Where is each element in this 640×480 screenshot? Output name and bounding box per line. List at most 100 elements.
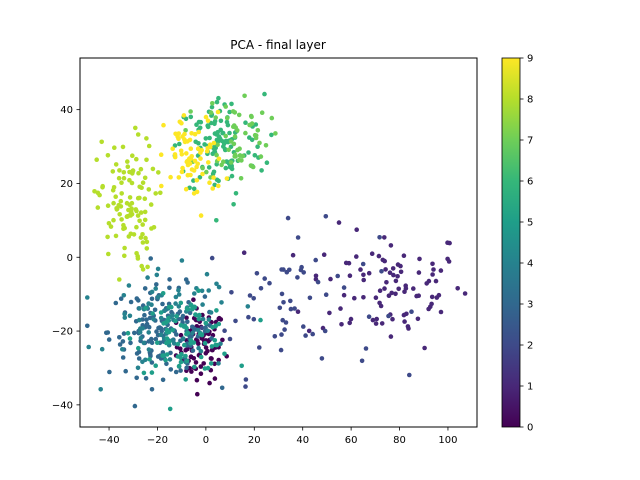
scatter-point-class-9 <box>187 161 193 166</box>
scatter-point-class-3 <box>144 317 149 323</box>
scatter-point-class-5 <box>125 330 131 336</box>
scatter-point-class-1 <box>378 303 384 309</box>
scatter-point-class-4 <box>200 302 205 307</box>
scatter-point-class-8 <box>111 200 116 206</box>
scatter-point-class-9 <box>211 175 216 180</box>
scatter-point-class-6 <box>216 95 221 101</box>
scatter-point-class-6 <box>207 135 212 141</box>
scatter-point-class-1 <box>429 301 434 307</box>
scatter-point-class-7 <box>213 115 218 120</box>
scatter-point-class-3 <box>134 351 140 356</box>
scatter-point-class-4 <box>205 328 211 334</box>
scatter-point-class-3 <box>147 315 153 321</box>
scatter-point-class-8 <box>144 157 149 163</box>
scatter-point-class-5 <box>188 338 194 343</box>
scatter-point-class-5 <box>198 354 204 360</box>
scatter-point-class-2 <box>298 267 304 273</box>
scatter-point-class-1 <box>416 270 422 275</box>
scatter-point-class-0 <box>191 297 196 303</box>
scatter-point-class-7 <box>231 123 237 128</box>
scatter-point-class-9 <box>216 156 222 162</box>
scatter-point-class-9 <box>191 191 197 196</box>
scatter-point-class-2 <box>386 313 391 319</box>
scatter-point-class-0 <box>203 345 209 350</box>
scatter-point-class-8 <box>113 194 118 199</box>
scatter-point-class-6 <box>243 120 248 125</box>
scatter-point-class-8 <box>108 224 114 229</box>
scatter-point-class-6 <box>209 104 215 110</box>
scatter-point-class-4 <box>155 266 161 272</box>
scatter-point-class-4 <box>216 361 221 366</box>
scatter-point-class-2 <box>258 286 264 291</box>
scatter-point-class-4 <box>206 317 212 322</box>
scatter-point-class-8 <box>121 170 127 175</box>
scatter-point-class-5 <box>173 318 178 324</box>
scatter-point-class-4 <box>173 301 178 306</box>
scatter-point-class-9 <box>168 174 173 180</box>
scatter-point-class-4 <box>120 347 125 352</box>
scatter-point-class-1 <box>341 292 347 298</box>
scatter-point-class-8 <box>142 175 148 181</box>
scatter-point-class-4 <box>151 317 156 322</box>
scatter-point-class-5 <box>150 311 155 316</box>
scatter-point-class-1 <box>395 274 400 279</box>
scatter-point-class-2 <box>199 325 205 331</box>
scatter-point-class-6 <box>197 175 203 180</box>
scatter-point-class-6 <box>214 218 219 223</box>
scatter-point-class-8 <box>116 175 122 181</box>
scatter-point-class-9 <box>158 152 164 157</box>
scatter-point-class-0 <box>198 364 204 369</box>
scatter-point-class-5 <box>161 321 166 326</box>
scatter-point-class-6 <box>191 186 197 192</box>
scatter-point-class-4 <box>98 387 103 392</box>
scatter-point-class-3 <box>128 340 133 346</box>
scatter-point-class-2 <box>322 328 328 334</box>
scatter-point-class-8 <box>126 234 132 239</box>
scatter-point-class-4 <box>85 295 90 300</box>
scatter-point-class-3 <box>154 282 159 287</box>
scatter-point-class-4 <box>158 332 164 338</box>
scatter-point-class-8 <box>150 166 156 172</box>
scatter-point-class-4 <box>146 301 151 306</box>
scatter-point-class-1 <box>403 286 409 291</box>
scatter-point-class-8 <box>105 234 110 240</box>
scatter-point-class-5 <box>149 370 155 375</box>
scatter-point-class-7 <box>210 101 215 106</box>
scatter-point-class-1 <box>436 292 442 298</box>
scatter-point-class-3 <box>219 385 225 391</box>
scatter-point-class-6 <box>264 160 270 165</box>
scatter-point-class-2 <box>247 293 253 298</box>
scatter-point-class-1 <box>354 227 360 232</box>
scatter-point-class-8 <box>100 183 105 189</box>
scatter-point-class-3 <box>149 340 155 346</box>
scatter-point-class-1 <box>388 243 394 248</box>
scatter-point-class-4 <box>146 347 152 352</box>
scatter-point-class-8 <box>125 159 130 164</box>
scatter-point-class-9 <box>211 140 217 146</box>
scatter-point-class-3 <box>153 336 159 342</box>
scatter-point-class-6 <box>214 99 220 105</box>
scatter-point-class-2 <box>303 333 308 338</box>
scatter-point-class-4 <box>214 281 219 287</box>
scatter-point-class-6 <box>233 191 239 196</box>
scatter-point-class-9 <box>200 171 205 177</box>
scatter-point-class-8 <box>140 232 145 237</box>
scatter-point-class-8 <box>110 169 116 174</box>
scatter-point-class-4 <box>122 311 127 317</box>
scatter-point-class-4 <box>204 271 210 277</box>
scatter-point-class-4 <box>199 288 205 294</box>
scatter-point-class-1 <box>327 310 332 316</box>
scatter-point-class-7 <box>183 128 188 133</box>
scatter-point-class-9 <box>189 131 194 136</box>
y-tick-label: 20 <box>60 179 73 190</box>
scatter-point-class-8 <box>135 256 141 261</box>
colorbar-tick-label: 2 <box>527 341 533 352</box>
scatter-point-class-8 <box>125 164 131 169</box>
scatter-point-class-8 <box>134 224 139 230</box>
scatter-point-class-1 <box>361 295 366 300</box>
scatter-point-class-5 <box>192 364 197 370</box>
scatter-point-class-1 <box>377 288 383 294</box>
scatter-point-class-4 <box>143 357 148 363</box>
scatter-point-class-8 <box>105 203 111 208</box>
scatter-point-class-8 <box>142 217 148 223</box>
